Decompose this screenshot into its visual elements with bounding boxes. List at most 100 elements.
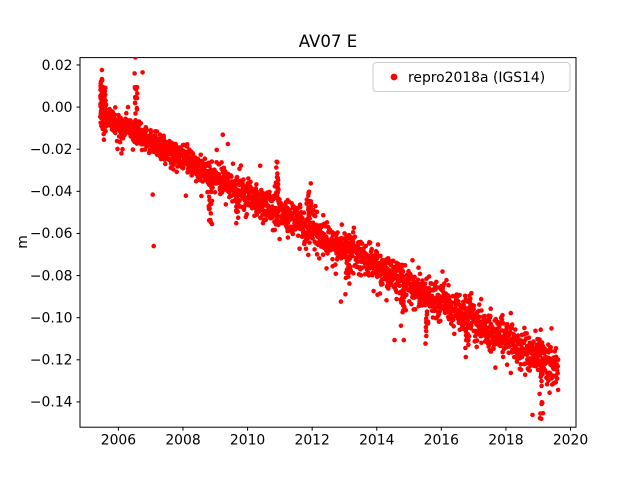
data-point <box>266 204 271 210</box>
data-point <box>100 112 105 118</box>
data-point <box>449 300 454 305</box>
data-point <box>463 354 469 360</box>
legend-marker-icon <box>390 73 398 81</box>
data-point <box>530 412 535 418</box>
data-point <box>539 383 544 389</box>
data-point <box>477 302 482 307</box>
data-point <box>527 347 533 352</box>
data-point <box>307 222 312 228</box>
data-point <box>133 111 138 116</box>
data-point <box>220 132 226 137</box>
data-point <box>539 416 544 422</box>
data-point <box>537 359 543 364</box>
y-tick-label: 0.02 <box>42 58 73 74</box>
data-point <box>154 129 160 134</box>
data-point <box>163 161 168 167</box>
data-point <box>221 165 227 171</box>
data-point <box>115 146 120 152</box>
data-point <box>308 181 314 186</box>
data-point <box>543 452 548 457</box>
data-point <box>415 277 421 283</box>
data-point <box>343 275 349 281</box>
data-point <box>267 189 272 195</box>
data-point <box>198 152 203 158</box>
x-tick-label: 2016 <box>424 433 459 449</box>
data-point <box>295 233 301 238</box>
data-point <box>181 165 186 170</box>
data-point <box>100 120 105 125</box>
data-point <box>378 253 383 259</box>
data-point <box>515 333 521 338</box>
data-point <box>537 391 542 397</box>
scatter-points <box>98 57 561 457</box>
legend-box <box>372 62 571 92</box>
data-point <box>399 295 405 301</box>
data-point <box>312 247 317 252</box>
data-point <box>533 328 538 334</box>
data-point <box>509 322 515 327</box>
data-point <box>274 165 279 170</box>
data-point <box>184 142 190 147</box>
y-tick-label: −0.12 <box>30 353 73 369</box>
data-point <box>412 274 417 280</box>
data-point <box>555 370 560 376</box>
data-point <box>442 281 447 286</box>
data-point <box>113 105 118 110</box>
data-point <box>491 346 496 352</box>
data-point <box>304 201 309 206</box>
y-tick-label: −0.08 <box>30 268 73 284</box>
data-point <box>547 390 552 396</box>
data-point <box>553 380 559 385</box>
data-point <box>254 182 259 187</box>
data-point <box>209 159 215 164</box>
data-point <box>437 309 443 314</box>
data-point <box>101 137 107 142</box>
data-point <box>535 351 541 356</box>
data-point <box>274 210 280 215</box>
data-point <box>540 410 546 416</box>
data-point <box>351 225 357 231</box>
data-point <box>397 283 402 289</box>
data-point <box>338 299 344 304</box>
data-point <box>297 246 302 251</box>
data-point <box>314 222 319 228</box>
data-point <box>277 236 282 242</box>
x-tick-label: 2010 <box>230 433 265 449</box>
legend-label: repro2018a (IGS14) <box>408 70 545 86</box>
data-point <box>369 246 375 252</box>
data-point <box>133 120 138 125</box>
data-point <box>99 78 105 83</box>
data-point <box>134 129 139 135</box>
data-point <box>518 362 524 367</box>
data-point <box>135 91 140 96</box>
data-point <box>538 327 543 333</box>
data-point <box>133 57 138 60</box>
data-point <box>452 331 457 337</box>
data-point <box>539 350 545 355</box>
data-point <box>473 333 478 339</box>
data-point <box>456 299 461 304</box>
data-point <box>346 270 352 275</box>
data-point <box>400 269 406 274</box>
data-point <box>234 193 239 198</box>
data-point <box>555 357 561 362</box>
data-point <box>260 212 265 218</box>
data-point <box>500 312 505 318</box>
data-point <box>300 215 305 221</box>
data-point <box>307 227 313 232</box>
data-point <box>245 182 250 188</box>
data-point <box>426 274 432 279</box>
data-point <box>124 110 129 116</box>
data-point <box>367 240 373 246</box>
data-point <box>314 209 320 215</box>
data-point <box>306 213 312 219</box>
data-point <box>410 258 415 263</box>
data-point <box>312 213 318 219</box>
data-point <box>324 266 329 271</box>
data-point <box>347 281 352 286</box>
data-point <box>465 317 471 323</box>
data-point <box>144 127 149 133</box>
data-point <box>503 328 509 333</box>
data-point <box>339 222 345 227</box>
